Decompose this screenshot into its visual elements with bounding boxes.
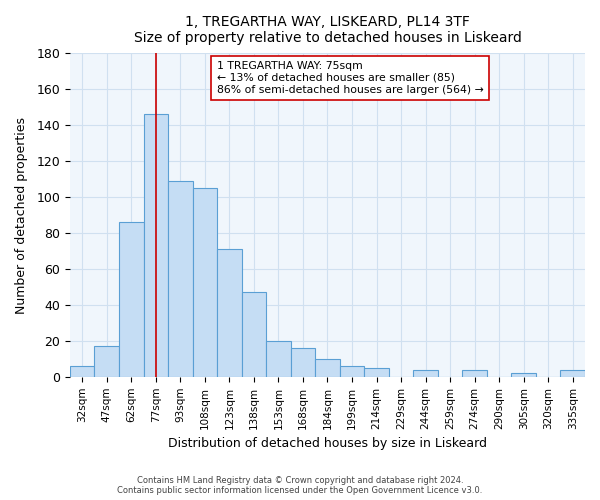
Bar (340, 366, 364, 377)
Bar (266, 341, 290, 377)
X-axis label: Distribution of detached houses by size in Liskeard: Distribution of detached houses by size … (168, 437, 487, 450)
Bar (168, 181, 193, 377)
Bar (193, 188, 217, 377)
Bar (119, 222, 143, 377)
Bar (290, 348, 315, 377)
Y-axis label: Number of detached properties: Number of detached properties (15, 116, 28, 314)
Text: Contains HM Land Registry data © Crown copyright and database right 2024.
Contai: Contains HM Land Registry data © Crown c… (118, 476, 482, 495)
Bar (70, 366, 94, 377)
Bar (94, 346, 119, 377)
Bar (560, 370, 585, 377)
Bar (143, 114, 168, 377)
Bar (315, 359, 340, 377)
Bar (463, 370, 487, 377)
Bar (413, 370, 438, 377)
Title: 1, TREGARTHA WAY, LISKEARD, PL14 3TF
Size of property relative to detached house: 1, TREGARTHA WAY, LISKEARD, PL14 3TF Siz… (134, 15, 521, 45)
Bar (511, 373, 536, 377)
Text: 1 TREGARTHA WAY: 75sqm
← 13% of detached houses are smaller (85)
86% of semi-det: 1 TREGARTHA WAY: 75sqm ← 13% of detached… (217, 62, 484, 94)
Bar (242, 292, 266, 377)
Bar (364, 368, 389, 377)
Bar (217, 249, 242, 377)
